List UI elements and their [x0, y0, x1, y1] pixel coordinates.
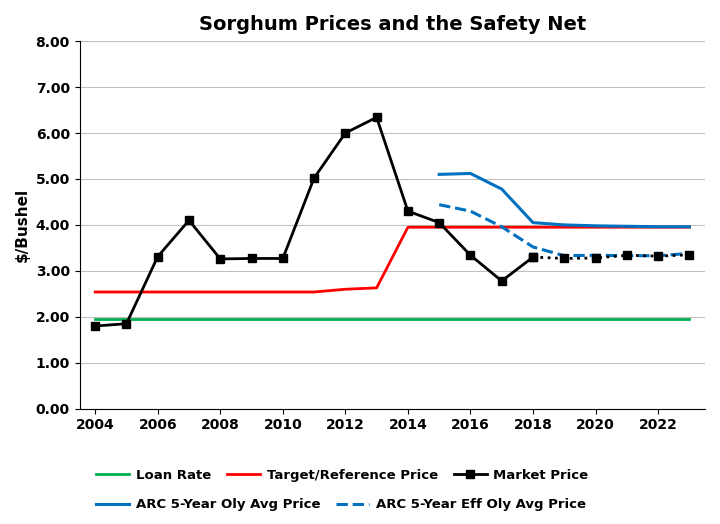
Loan Rate — [466, 316, 474, 322]
Loan Rate — [216, 316, 225, 322]
ARC 5-Year Oly Avg Price — [654, 224, 662, 230]
ARC 5-Year Oly Avg Price — [466, 170, 474, 177]
Loan Rate — [498, 316, 506, 322]
ARC 5-Year Oly Avg Price — [498, 186, 506, 192]
Loan Rate — [279, 316, 287, 322]
Loan Rate — [91, 316, 99, 322]
Target/Reference Price — [184, 289, 193, 295]
Y-axis label: $/Bushel: $/Bushel — [15, 188, 30, 262]
Target/Reference Price — [435, 224, 444, 231]
Target/Reference Price — [122, 289, 131, 295]
Target/Reference Price — [560, 224, 569, 231]
Loan Rate — [153, 316, 162, 322]
ARC 5-Year Oly Avg Price — [685, 224, 693, 230]
Loan Rate — [122, 316, 131, 322]
ARC 5-Year Oly Avg Price — [528, 220, 537, 226]
ARC 5-Year Eff Oly Avg Price — [498, 224, 506, 230]
Loan Rate — [654, 316, 662, 322]
Legend: ARC 5-Year Oly Avg Price, ARC 5-Year Eff Oly Avg Price: ARC 5-Year Oly Avg Price, ARC 5-Year Eff… — [92, 494, 590, 515]
ARC 5-Year Oly Avg Price — [591, 223, 600, 229]
ARC 5-Year Eff Oly Avg Price — [466, 208, 474, 214]
Loan Rate — [685, 316, 693, 322]
Line: Target/Reference Price: Target/Reference Price — [95, 227, 689, 292]
ARC 5-Year Eff Oly Avg Price — [435, 202, 444, 208]
ARC 5-Year Oly Avg Price — [623, 223, 631, 230]
Target/Reference Price — [341, 286, 350, 292]
Target/Reference Price — [623, 224, 631, 231]
ARC 5-Year Oly Avg Price — [560, 222, 569, 228]
Line: ARC 5-Year Oly Avg Price: ARC 5-Year Oly Avg Price — [439, 173, 689, 227]
Target/Reference Price — [216, 289, 225, 295]
Target/Reference Price — [153, 289, 162, 295]
Target/Reference Price — [279, 289, 287, 295]
Target/Reference Price — [91, 289, 99, 295]
Target/Reference Price — [310, 289, 318, 295]
Loan Rate — [435, 316, 444, 322]
ARC 5-Year Eff Oly Avg Price — [560, 253, 569, 259]
Loan Rate — [560, 316, 569, 322]
Target/Reference Price — [685, 224, 693, 231]
Loan Rate — [310, 316, 318, 322]
Loan Rate — [372, 316, 381, 322]
Title: Sorghum Prices and the Safety Net: Sorghum Prices and the Safety Net — [199, 15, 586, 34]
Target/Reference Price — [247, 289, 256, 295]
ARC 5-Year Oly Avg Price — [435, 171, 444, 178]
Target/Reference Price — [466, 224, 474, 231]
Loan Rate — [623, 316, 631, 322]
ARC 5-Year Eff Oly Avg Price — [685, 250, 693, 257]
ARC 5-Year Eff Oly Avg Price — [528, 244, 537, 250]
ARC 5-Year Eff Oly Avg Price — [654, 253, 662, 259]
Target/Reference Price — [528, 224, 537, 231]
ARC 5-Year Eff Oly Avg Price — [623, 253, 631, 259]
Loan Rate — [184, 316, 193, 322]
Target/Reference Price — [372, 285, 381, 291]
Loan Rate — [591, 316, 600, 322]
Target/Reference Price — [591, 224, 600, 231]
Loan Rate — [247, 316, 256, 322]
Line: ARC 5-Year Eff Oly Avg Price: ARC 5-Year Eff Oly Avg Price — [439, 205, 689, 256]
Target/Reference Price — [654, 224, 662, 231]
Loan Rate — [341, 316, 350, 322]
Target/Reference Price — [404, 224, 413, 231]
ARC 5-Year Eff Oly Avg Price — [591, 252, 600, 258]
Loan Rate — [528, 316, 537, 322]
Target/Reference Price — [498, 224, 506, 231]
Loan Rate — [404, 316, 413, 322]
